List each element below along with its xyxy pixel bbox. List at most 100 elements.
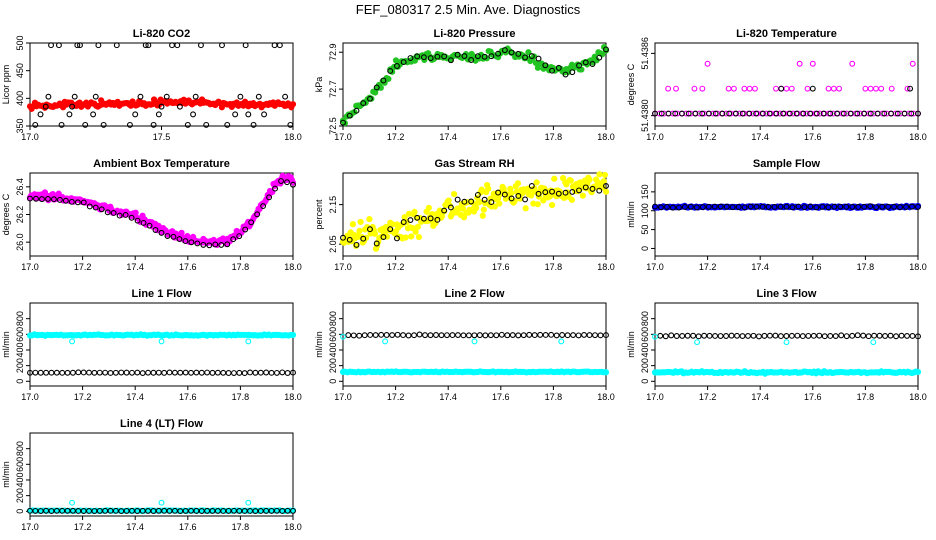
data-point — [357, 218, 364, 226]
data-point — [284, 179, 290, 186]
data-point — [434, 216, 441, 223]
data-point — [75, 508, 82, 514]
data-point — [372, 332, 379, 338]
x-tick-label: 17.2 — [699, 392, 717, 402]
series-line1_low — [27, 369, 296, 377]
data-point — [581, 331, 588, 338]
chart-line4: Line 4 (LT) Flow ml/min 17.0 17.2 17.4 17.6 17… — [1, 418, 302, 532]
data-point — [549, 67, 556, 74]
data-point — [459, 205, 467, 212]
data-point — [98, 206, 105, 213]
series-line4_avg — [27, 507, 296, 515]
y-tick-label: 600 — [15, 327, 25, 342]
data-point — [515, 193, 522, 199]
data-point — [377, 84, 384, 91]
data-point — [158, 103, 165, 110]
data-point — [209, 507, 216, 514]
data-point — [699, 110, 706, 117]
data-point — [289, 331, 297, 339]
data-point — [236, 369, 243, 376]
data-point — [756, 333, 762, 340]
data-point — [411, 208, 418, 216]
data-point — [586, 176, 593, 183]
data-point — [695, 333, 702, 340]
y-tick-label: 0 — [640, 379, 650, 384]
data-point — [414, 53, 421, 60]
data-point — [420, 54, 427, 61]
y-tick-label: 50 — [640, 225, 650, 235]
data-point — [771, 204, 778, 210]
x-tick-label: 17.4 — [126, 392, 144, 402]
x-tick-label: 17.4 — [751, 132, 769, 142]
data-point — [569, 188, 576, 195]
data-point — [188, 369, 194, 376]
chart-sample_flow: Sample Flow ml/min 17.0 17.2 17.4 17.6 17.8 18.… — [626, 158, 927, 272]
data-point — [279, 369, 286, 376]
x-tick-label: 17.4 — [126, 262, 144, 272]
data-point — [268, 369, 275, 376]
data-point — [263, 369, 270, 376]
data-point — [735, 204, 742, 210]
x-tick-label: 17.8 — [545, 262, 563, 272]
x-tick-label: 17.0 — [646, 262, 664, 272]
data-point — [203, 121, 210, 128]
data-point — [788, 85, 795, 92]
x-tick-label: 17.2 — [74, 262, 92, 272]
data-point — [568, 196, 575, 203]
data-point — [759, 203, 766, 210]
data-point — [387, 67, 394, 74]
data-point — [250, 121, 257, 128]
x-tick-label: 17.6 — [804, 132, 822, 142]
data-point — [480, 206, 487, 213]
data-point — [182, 507, 189, 514]
data-point — [145, 369, 152, 376]
plot-frame — [654, 42, 919, 127]
data-point — [468, 198, 475, 205]
data-point — [847, 110, 854, 117]
data-point — [164, 233, 171, 239]
data-point — [867, 85, 874, 92]
data-point — [520, 332, 527, 339]
panel-title: Li-820 Temperature — [736, 28, 837, 40]
data-point — [681, 204, 688, 210]
plot-frame — [654, 302, 919, 387]
x-tick-label: 17.4 — [751, 392, 769, 402]
data-point — [405, 332, 412, 339]
y-tick-label: 72.7 — [328, 80, 338, 98]
x-tick-label: 17.0 — [21, 262, 39, 272]
data-point — [476, 198, 483, 206]
x-tick-label: 18.0 — [284, 392, 302, 402]
data-point — [287, 121, 294, 128]
data-point — [198, 42, 204, 49]
data-point — [804, 85, 811, 92]
data-point — [909, 332, 916, 339]
data-point — [549, 188, 556, 195]
data-point — [248, 219, 255, 226]
data-point — [897, 204, 904, 211]
data-point — [778, 85, 785, 92]
x-tick-label: 17.2 — [387, 132, 405, 142]
data-point — [903, 204, 909, 210]
y-tick-label: 26.0 — [15, 233, 25, 251]
data-point — [461, 53, 468, 59]
data-point — [855, 204, 862, 210]
data-point — [461, 198, 468, 205]
data-point — [139, 370, 146, 376]
data-point — [150, 369, 157, 376]
x-tick-label: 17.0 — [21, 132, 39, 142]
panel-title: Line 1 Flow — [132, 288, 192, 300]
data-point — [137, 93, 144, 100]
data-point — [247, 369, 254, 376]
data-point — [904, 85, 911, 92]
data-point — [849, 203, 856, 210]
data-point — [586, 332, 593, 339]
data-point — [773, 85, 779, 92]
data-point — [236, 507, 243, 514]
series-co2_main — [26, 96, 297, 112]
data-point — [800, 110, 807, 117]
data-point — [74, 199, 81, 206]
y-tick-label: 0 — [328, 379, 338, 384]
data-point — [55, 42, 62, 49]
data-point — [488, 53, 495, 60]
data-point — [474, 53, 481, 60]
